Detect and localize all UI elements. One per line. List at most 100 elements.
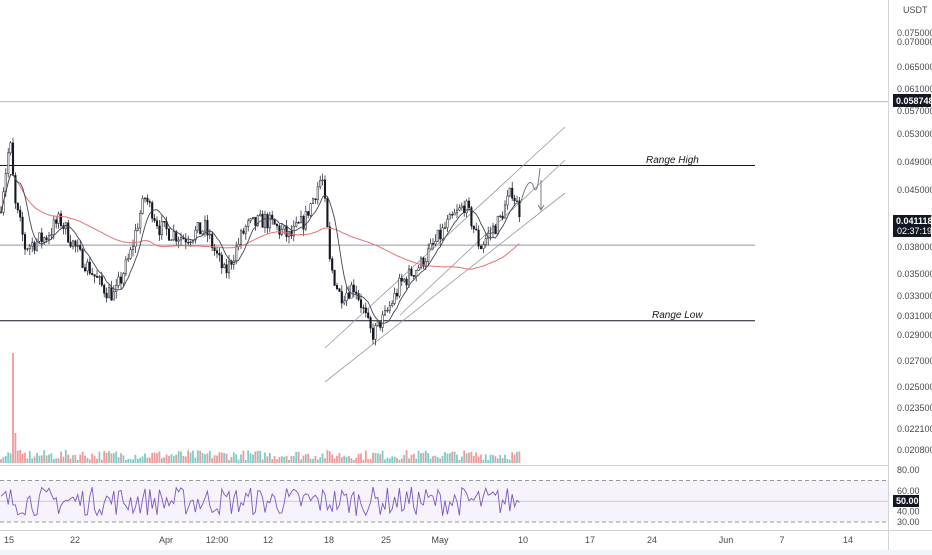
volume-bar	[74, 454, 77, 463]
candle-body	[347, 292, 351, 299]
horizontal-levels	[0, 101, 888, 322]
candle-body	[208, 233, 211, 236]
volume-bar	[480, 454, 482, 463]
volume-bar	[14, 433, 17, 463]
candle-body	[398, 277, 401, 297]
high-price-label: 0.058748	[896, 96, 932, 106]
volume-bar	[384, 459, 386, 463]
volume-bar	[422, 452, 425, 463]
candle-body	[484, 238, 487, 245]
price-tick-label: 0.065000	[897, 62, 932, 72]
candle-body	[69, 241, 72, 247]
volume-bar	[292, 455, 295, 463]
volume-bar	[9, 453, 12, 463]
candle-body	[479, 245, 483, 250]
candle-body	[225, 264, 228, 274]
volume-bar	[324, 458, 326, 463]
volume-bar	[333, 458, 336, 463]
time-tick-label: 7	[779, 535, 784, 545]
candle-body	[518, 200, 521, 218]
candle-body	[319, 180, 322, 188]
volume-bar	[489, 454, 492, 463]
volume-bar	[403, 454, 406, 463]
volume-bar	[144, 453, 146, 463]
volume-bar	[288, 459, 290, 463]
rsi-tick-label: 60.00	[897, 486, 920, 496]
time-axis[interactable]: 15 22 Apr 12:00 12 18 25 May 10 17 24 Jun 7 14	[4, 535, 853, 545]
candle-body	[235, 246, 238, 262]
price-tick-label: 0.033000	[897, 291, 932, 301]
candle-body	[343, 300, 346, 304]
volume-bar	[374, 453, 377, 463]
rsi-value-label: 50.00	[896, 496, 919, 506]
volume-bar	[388, 458, 391, 463]
volume-bar	[319, 457, 322, 463]
volume-bar	[475, 452, 478, 463]
volume-bar	[499, 455, 502, 463]
candle-body	[338, 288, 341, 292]
volume-bar	[218, 452, 221, 463]
candle-body	[314, 198, 317, 201]
candle-body	[211, 233, 214, 249]
candle-body	[374, 325, 377, 340]
candle-body	[103, 284, 106, 294]
candle-body	[379, 321, 382, 328]
time-tick-label: Apr	[159, 535, 173, 545]
volume-bar	[484, 454, 487, 463]
volume-bar	[223, 453, 226, 463]
annotation-range-low[interactable]: Range Low	[652, 310, 703, 321]
candle-body	[141, 198, 144, 214]
volume-bar	[254, 451, 257, 463]
annotation-range-high[interactable]: Range High	[646, 155, 699, 166]
candlesticks	[0, 137, 521, 346]
time-tick-label: 22	[70, 535, 80, 545]
volume-bar	[494, 456, 497, 463]
candle-body	[427, 248, 430, 262]
volume-bar	[4, 455, 7, 463]
candle-body	[47, 235, 51, 240]
volume-bar	[216, 455, 218, 463]
volume-bar	[412, 453, 415, 463]
volume-bar	[314, 455, 317, 463]
candle-body	[256, 215, 259, 226]
candle-body	[367, 312, 370, 318]
ma-fast-line	[0, 174, 520, 324]
volume-bar	[84, 455, 86, 463]
volume-bar	[0, 459, 2, 463]
volume-bar	[235, 454, 238, 463]
candle-body	[424, 261, 427, 267]
candle-body	[88, 261, 91, 274]
candle-body	[371, 327, 375, 340]
candle-body	[496, 216, 499, 235]
volume-bar	[309, 458, 312, 463]
volume-bar	[304, 454, 307, 463]
volume-bar	[19, 450, 22, 463]
candle-body	[422, 257, 425, 267]
candle-body	[369, 317, 372, 329]
projection-arrow-head	[537, 204, 545, 211]
candle-body	[335, 285, 339, 290]
volume-bar	[470, 451, 473, 463]
candle-body	[167, 228, 171, 241]
volume-bar	[220, 452, 223, 463]
candle-body	[76, 245, 79, 247]
candle-body	[419, 257, 423, 269]
candle-body	[43, 237, 46, 243]
candle-body	[71, 240, 75, 247]
candle-body	[95, 276, 99, 278]
volume-bar	[52, 458, 55, 463]
volume-bar	[180, 451, 182, 463]
price-tick-label: 0.045000	[897, 185, 932, 195]
volume-bar	[444, 452, 446, 463]
volume-bar	[336, 455, 338, 463]
volume-bar	[326, 450, 329, 463]
time-tick-label: Jun	[719, 535, 734, 545]
candle-body	[268, 214, 271, 229]
volume-bar	[508, 459, 511, 463]
candle-body	[304, 211, 307, 230]
candle-body	[465, 200, 468, 214]
